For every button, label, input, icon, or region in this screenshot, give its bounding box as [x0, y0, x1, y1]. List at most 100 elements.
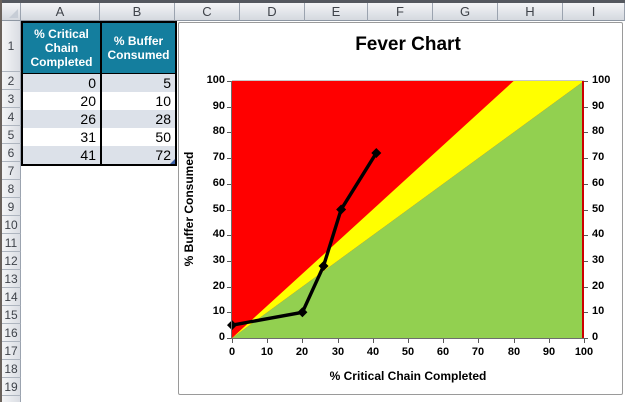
y-tick-right: [584, 338, 588, 339]
cell-critical-chain[interactable]: 0: [23, 74, 100, 92]
column-header-C[interactable]: C: [175, 3, 240, 21]
y-tick-label-left: 10: [212, 305, 225, 317]
row-header-15[interactable]: 15: [2, 306, 21, 324]
y-tick-left: [227, 235, 231, 236]
y-tick-label-right: 30: [592, 254, 605, 266]
x-tick: [267, 339, 268, 343]
row-header-column: 1 2 3 4 5 6 7 8 9 10 11 12 13 14 15 16 17 18 19: [2, 21, 21, 402]
x-axis-title: % Critical Chain Completed: [329, 369, 487, 383]
y-tick-right: [584, 184, 588, 185]
data-point-marker: [336, 204, 347, 215]
y-tick-label-right: 40: [592, 228, 605, 240]
row-header-14[interactable]: 14: [2, 288, 21, 306]
row-header-12[interactable]: 12: [2, 252, 21, 270]
row-header-4[interactable]: 4: [2, 108, 21, 126]
row-header-8[interactable]: 8: [2, 180, 21, 198]
fever-chart-object[interactable]: Fever Chart % Critical Chain Completed %…: [178, 22, 623, 395]
chart-title: Fever Chart: [355, 34, 461, 55]
row-header-2[interactable]: 2: [2, 72, 21, 90]
table-row: 41 72: [23, 146, 175, 164]
column-header-G[interactable]: G: [433, 3, 498, 21]
cell-buffer-consumed[interactable]: 10: [100, 92, 175, 110]
y-tick-left: [227, 210, 231, 211]
column-header-H[interactable]: H: [498, 3, 563, 21]
y-tick-label-left: 40: [212, 228, 225, 240]
cell-critical-chain[interactable]: 41: [23, 146, 100, 164]
x-tick: [338, 339, 339, 343]
x-tick: [408, 339, 409, 343]
data-table: % Critical Chain Completed % Buffer Cons…: [21, 21, 177, 166]
column-header-E[interactable]: E: [305, 3, 368, 21]
row-header-partial: [2, 396, 21, 402]
y-tick-right: [584, 107, 588, 108]
y-tick-right: [584, 312, 588, 313]
row-header-16[interactable]: 16: [2, 324, 21, 342]
x-tick: [514, 339, 515, 343]
x-tick-label: 90: [542, 346, 556, 358]
x-tick-label: 20: [295, 346, 309, 358]
select-all-triangle-icon: [9, 9, 18, 18]
window-left-edge: [0, 0, 2, 402]
cell-buffer-consumed[interactable]: 72: [100, 146, 175, 164]
column-header-B[interactable]: B: [100, 3, 175, 21]
y-tick-label-right: 50: [592, 203, 605, 215]
x-tick-label: 0: [228, 346, 236, 358]
row-header-7[interactable]: 7: [2, 162, 21, 180]
window-top-edge: [0, 0, 625, 3]
column-header-A[interactable]: A: [21, 3, 100, 21]
row-header-3[interactable]: 3: [2, 90, 21, 108]
table-resize-handle[interactable]: [170, 159, 175, 164]
column-header-D[interactable]: D: [240, 3, 305, 21]
y-tick-label-left: 70: [212, 151, 225, 163]
row-header-17[interactable]: 17: [2, 342, 21, 360]
y-tick-label-right: 100: [592, 74, 611, 86]
column-header-F[interactable]: F: [368, 3, 433, 21]
x-tick: [549, 339, 550, 343]
cell-buffer-consumed[interactable]: 28: [100, 110, 175, 128]
x-tick-label: 60: [436, 346, 450, 358]
y-tick-label-left: 30: [212, 254, 225, 266]
row-header-18[interactable]: 18: [2, 360, 21, 378]
row-header-9[interactable]: 9: [2, 198, 21, 216]
data-point-marker: [227, 320, 237, 331]
row-header-13[interactable]: 13: [2, 270, 21, 288]
y-tick-left: [227, 261, 231, 262]
y-tick-left: [227, 312, 231, 313]
column-header-I[interactable]: I: [563, 3, 625, 21]
data-point-marker: [297, 307, 308, 318]
x-axis-line: [231, 338, 585, 339]
plot-top-border: [232, 80, 584, 81]
row-header-6[interactable]: 6: [2, 144, 21, 162]
x-tick-label: 10: [260, 346, 274, 358]
y-tick-label-right: 20: [592, 280, 605, 292]
row-header-11[interactable]: 11: [2, 234, 21, 252]
y-tick-label-left: 90: [212, 100, 225, 112]
y-tick-left: [227, 287, 231, 288]
table-body: 0 5 20 10 26 28 31 50 41 72: [23, 74, 175, 164]
table-header-buffer-consumed[interactable]: % Buffer Consumed: [100, 23, 175, 73]
y-tick-right: [584, 158, 588, 159]
row-header-1[interactable]: 1: [2, 21, 21, 72]
x-tick-label: 70: [471, 346, 485, 358]
secondary-y-axis-line: [582, 81, 584, 338]
cell-critical-chain[interactable]: 31: [23, 128, 100, 146]
table-row: 26 28: [23, 110, 175, 128]
row-header-5[interactable]: 5: [2, 126, 21, 144]
row-header-19[interactable]: 19: [2, 378, 21, 396]
y-tick-left: [227, 158, 231, 159]
y-tick-label-left: 80: [212, 125, 225, 137]
cell-buffer-consumed[interactable]: 5: [100, 74, 175, 92]
cell-critical-chain[interactable]: 20: [23, 92, 100, 110]
table-header-critical-chain[interactable]: % Critical Chain Completed: [23, 23, 100, 73]
y-tick-left: [227, 338, 231, 339]
cell-buffer-consumed[interactable]: 50: [100, 128, 175, 146]
y-tick-label-right: 90: [592, 100, 605, 112]
data-point-marker: [371, 147, 382, 158]
y-tick-label-left: 0: [218, 331, 225, 343]
x-tick: [584, 339, 585, 343]
cell-critical-chain[interactable]: 26: [23, 110, 100, 128]
select-all-button[interactable]: [2, 3, 21, 21]
row-header-10[interactable]: 10: [2, 216, 21, 234]
